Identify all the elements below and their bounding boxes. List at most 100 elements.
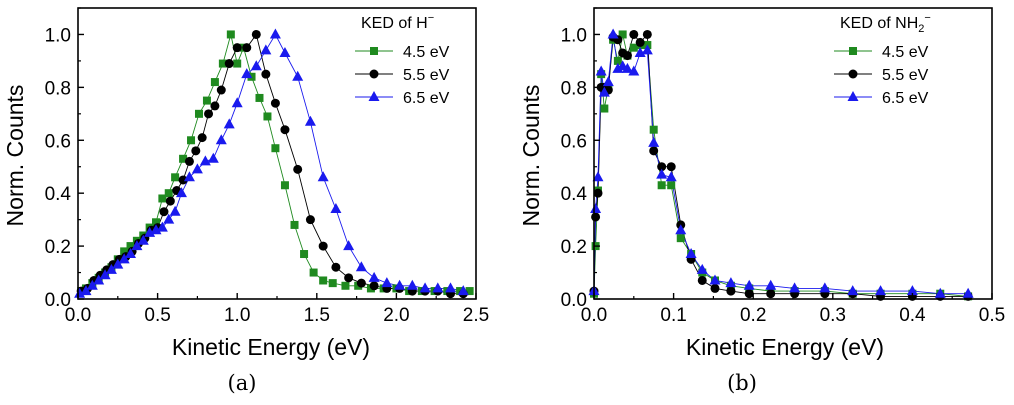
panel-a: 0.0 0.5 1.0 1.5 2.0 2.5 0.0 0.2 0.4 0.6 0.8 1.0 Kine…	[2, 7, 489, 395]
panel-b-series-1-point	[710, 283, 720, 293]
panel-b-series-1-point	[766, 289, 776, 299]
panel-a-series-1-point	[331, 262, 341, 272]
panel-a-series-2-point	[93, 274, 105, 285]
panel-b-series-2-point	[634, 46, 646, 57]
panel-a-series-2-point	[343, 240, 355, 251]
panel-a-x-tick-label: 2.0	[383, 305, 409, 326]
panel-a-series-0-point	[328, 279, 337, 288]
panel-a-legend-marker	[370, 47, 378, 55]
panel-a-series-2-point	[156, 221, 168, 232]
panel-a-series-1-point	[224, 59, 234, 69]
panel-a-series-2-point	[80, 285, 92, 296]
panel-a-y-axis-label: Norm. Counts	[2, 85, 28, 227]
panel-a-series-1-point	[216, 85, 226, 95]
panel-a-series-0-point	[210, 78, 219, 87]
panel-a-series-2-point	[269, 28, 281, 39]
panel-b-series-2-point	[621, 62, 633, 73]
panel-b-series-2-point	[875, 285, 887, 296]
panel-a-series-2-point	[241, 68, 253, 79]
panel-a-series-0-point	[152, 218, 161, 227]
panel-a-series-2-point	[406, 279, 418, 290]
panel-b-series-2-point	[598, 86, 610, 97]
panel-b-series-2-point	[665, 171, 677, 182]
panel-a-series-0-point	[218, 59, 227, 68]
panel-a-series-1-point	[191, 146, 201, 156]
panel-b-y-tick-label: 1.0	[561, 25, 587, 46]
panel-b-series-1-point	[666, 162, 676, 172]
panel-b-legend-marker	[849, 47, 857, 55]
panel-a-series-1-point	[293, 164, 303, 174]
panel-a-series-0-point	[300, 250, 309, 259]
panel-a-series-1-point	[197, 133, 207, 143]
panel-a-x-tick-label: 0.0	[65, 305, 91, 326]
panel-b-series-2-point	[595, 65, 607, 76]
panel-b-series-2-point	[934, 287, 946, 298]
panel-a-x-tick-label: 2.5	[463, 305, 489, 326]
panel-a-series-2-point	[317, 171, 329, 182]
panel-a-series-0-point	[226, 30, 235, 39]
panel-b-series-2-point	[602, 76, 614, 87]
panel-b-series-0-point	[649, 125, 658, 134]
panel-a-series-2-point	[304, 115, 316, 126]
panel-a-series-2-point	[144, 226, 156, 237]
panel-a-series-2-point	[169, 205, 181, 216]
panel-a-y-tick-label: 0.0	[45, 290, 71, 311]
panel-a-series-1-point	[369, 281, 379, 291]
panel-a-series-2-point	[131, 240, 143, 251]
panel-a-series-0-point	[233, 59, 242, 68]
panel-a-legend-marker	[368, 91, 380, 101]
panel-b-series-1-point	[649, 146, 659, 156]
panel-a-series-0-point	[319, 276, 328, 285]
panel-b-series-2-point	[906, 285, 918, 296]
panel-a-legend-title: KED of H−	[361, 12, 434, 32]
panel-b-series-1-point	[622, 51, 632, 61]
panel-b-series-2-point	[962, 287, 974, 298]
panel-b-y-tick-label: 0.6	[561, 131, 587, 152]
panel-a-series-0-point	[202, 96, 211, 105]
panel-a-series-2-point	[163, 213, 175, 224]
panel-a-series-2-point	[394, 279, 406, 290]
panel-a-y-tick-label: 1.0	[45, 25, 71, 46]
panel-b-series-1-point	[642, 29, 652, 39]
panel-a-series-1-point	[178, 175, 188, 185]
panel-a-series-2-point	[207, 152, 219, 163]
panel-a-series-1-point	[242, 43, 252, 53]
panel-a-y-tick-label: 0.8	[45, 78, 71, 99]
panel-a-series-0-point	[164, 189, 173, 198]
panel-b-x-tick-label: 0.2	[740, 305, 766, 326]
panel-a-series-2-point	[260, 44, 272, 55]
panel-b-series-2-point	[590, 203, 602, 214]
panel-a-series-1-point	[280, 125, 290, 135]
panel-b-legend-title: KED of NH2−	[840, 12, 931, 35]
panel-a-x-tick-label: 1.0	[224, 305, 250, 326]
panel-b-series-1-point	[697, 275, 707, 285]
panel-a-series-1-point	[356, 278, 366, 288]
panel-a-series-1-point	[204, 109, 214, 119]
panel-b-x-tick-label: 0.5	[979, 305, 1005, 326]
panel-b-series-2-point	[592, 171, 604, 182]
panel-a-series-2-point	[419, 282, 431, 293]
panel-b-x-tick-label: 0.1	[660, 305, 686, 326]
panel-a-x-tick-label: 0.5	[144, 305, 170, 326]
panel-b-x-tick-label: 0.3	[820, 305, 846, 326]
panel-a-series-0-point	[158, 194, 167, 203]
panel-b-series-2-point	[648, 136, 660, 147]
panel-a-series-0-point	[179, 154, 188, 163]
panel-a-series-2-point	[457, 285, 469, 296]
panel-a-series-2-point	[199, 155, 211, 166]
panel-b-series-1-point	[657, 162, 667, 172]
panel-b-y-tick-label: 0.0	[561, 290, 587, 311]
panel-a-legend-label: 5.5 eV	[403, 67, 450, 84]
panel-b-series-2-point	[656, 168, 668, 179]
panel-b-series-0-point	[667, 181, 676, 190]
panel-b-series-2-point	[847, 285, 859, 296]
panel-b-series-2-point	[675, 224, 687, 235]
panel-a-series-1-point	[305, 215, 315, 225]
panel-a-series-0-point	[171, 173, 180, 182]
panel-a-series-2-point	[355, 261, 367, 272]
panel-b-series-0-point	[613, 56, 622, 65]
panel-b-series-2-point	[743, 279, 755, 290]
panel-a-legend-marker	[369, 69, 379, 79]
panel-a-series-2-point	[150, 224, 162, 235]
